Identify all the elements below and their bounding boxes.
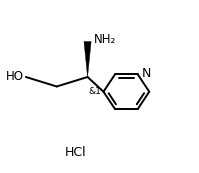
Text: NH₂: NH₂ — [94, 33, 116, 46]
Text: HO: HO — [6, 70, 24, 84]
Text: N: N — [142, 67, 152, 80]
Text: &1: &1 — [89, 86, 101, 95]
Polygon shape — [84, 42, 91, 77]
Text: HCl: HCl — [65, 146, 86, 159]
